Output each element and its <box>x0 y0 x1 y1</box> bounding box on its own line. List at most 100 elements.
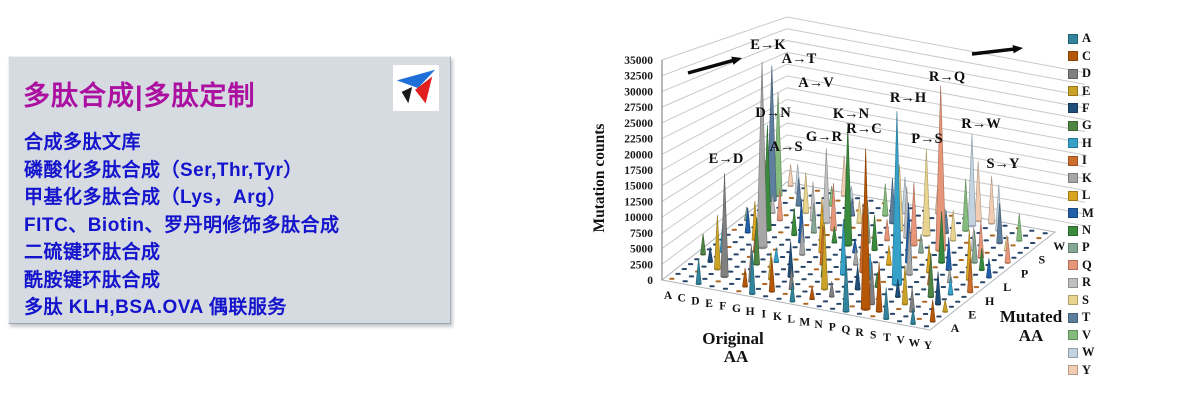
peak-annotations: E→D E→KA→T A→V D→N A→SG→R K→NR→C R→HR→Q P→S R→W S… <box>709 37 1020 172</box>
spike <box>875 262 883 312</box>
legend-label: C <box>1082 48 1092 63</box>
y-tick-label: 35000 <box>624 55 653 67</box>
x-axis-title: Original <box>702 329 764 348</box>
legend-label: L <box>1082 188 1091 203</box>
legend-item: N <box>1068 222 1095 239</box>
spike <box>839 219 847 275</box>
legend-label: Q <box>1082 257 1092 272</box>
legend-label: H <box>1082 135 1092 150</box>
peak-label: A→S <box>769 139 802 155</box>
peak-label: K→N <box>833 106 870 122</box>
arrow-shaft <box>687 57 737 75</box>
y-tick-label: 7500 <box>630 228 653 240</box>
spike <box>852 247 859 265</box>
spike <box>695 258 702 285</box>
spike <box>934 271 942 305</box>
spike <box>795 177 802 206</box>
spike <box>918 233 924 253</box>
z-tick-label: L <box>1003 280 1011 294</box>
spike <box>884 219 891 241</box>
spike <box>776 188 784 221</box>
x-tick-label: Q <box>841 324 850 336</box>
promo-panel[interactable]: 多肽合成|多肽定制 合成多肽文库 磷酸化多肽合成（Ser,Thr,Tyr） 甲基化多… <box>8 56 451 324</box>
spike <box>773 247 780 263</box>
spike <box>910 182 918 246</box>
legend-label: K <box>1082 170 1092 185</box>
spike <box>894 278 901 298</box>
service-item: 酰胺键环肽合成 <box>24 269 161 291</box>
spike <box>967 133 977 226</box>
y-tick-label: 12500 <box>624 196 653 208</box>
legend-label: D <box>1082 66 1092 81</box>
peak-label: S→Y <box>986 156 1020 172</box>
legend-label: G <box>1082 118 1092 133</box>
legend-label: P <box>1082 240 1090 255</box>
z-tick-label: P <box>1021 266 1028 280</box>
z-tick-label: E <box>968 307 976 321</box>
legend-swatch <box>1068 190 1078 201</box>
spike <box>882 183 889 216</box>
legend-swatch <box>1068 225 1078 236</box>
x-tick-label: I <box>762 308 767 320</box>
spike <box>962 178 970 231</box>
spike <box>942 299 949 312</box>
legend-label: T <box>1082 310 1091 325</box>
spike <box>856 199 863 224</box>
spike <box>822 148 831 223</box>
spike <box>787 164 794 186</box>
legend-swatch <box>1068 68 1078 79</box>
spike <box>821 222 829 290</box>
x-tick-label: T <box>883 332 891 344</box>
x-tick-label: W <box>909 337 921 349</box>
spike <box>791 207 798 236</box>
x-tick-label: H <box>746 306 755 318</box>
spike <box>950 209 957 241</box>
spike <box>707 246 714 263</box>
x-tick-label: G <box>732 303 741 315</box>
spike <box>720 172 729 277</box>
peak-label: D→N <box>755 105 791 121</box>
service-item: 多肽 KLH,BSA.OVA 偶联服务 <box>24 297 287 318</box>
gridlines <box>661 16 1086 265</box>
spike <box>802 172 810 214</box>
z-axis-title: AA <box>1019 326 1044 345</box>
peak-label: A→T <box>782 51 817 67</box>
legend-swatch <box>1068 86 1078 97</box>
z-tick-label: H <box>985 294 995 308</box>
arrow-head-icon <box>1012 44 1023 54</box>
spike <box>922 149 931 236</box>
legend-item: M <box>1068 204 1095 221</box>
y-tick-label: 17500 <box>624 165 653 177</box>
y-tick-label: 22500 <box>624 134 653 146</box>
spike <box>742 267 748 287</box>
legend-swatch <box>1068 295 1078 306</box>
legend-swatch <box>1068 103 1078 114</box>
y-tick-label: 5000 <box>630 244 653 256</box>
triangle-plane-icon <box>396 69 436 104</box>
spike <box>768 257 775 292</box>
legend-item: V <box>1068 326 1095 343</box>
legend-item: P <box>1068 239 1095 256</box>
service-item: FITC、Biotin、罗丹明修饰多肽合成 <box>24 214 340 236</box>
x-tick-label: A <box>664 290 673 302</box>
legend-label: N <box>1082 223 1092 238</box>
spike <box>871 214 878 251</box>
x-tick-label: K <box>773 311 782 323</box>
y-tick-label: 15000 <box>624 181 653 193</box>
service-item: 二硫键环肽合成 <box>24 242 161 263</box>
spike <box>938 211 946 263</box>
spike <box>945 237 952 271</box>
spike <box>756 61 768 248</box>
legend-item: A <box>1068 30 1095 47</box>
legend-label: V <box>1082 327 1092 342</box>
brand-logo <box>393 65 439 111</box>
peak-label: R→W <box>961 116 1001 132</box>
peak-label: R→C <box>846 121 881 137</box>
legend-label: A <box>1082 31 1092 46</box>
spike <box>906 226 913 275</box>
legend-swatch <box>1068 347 1078 358</box>
legend-label: F <box>1082 100 1090 115</box>
